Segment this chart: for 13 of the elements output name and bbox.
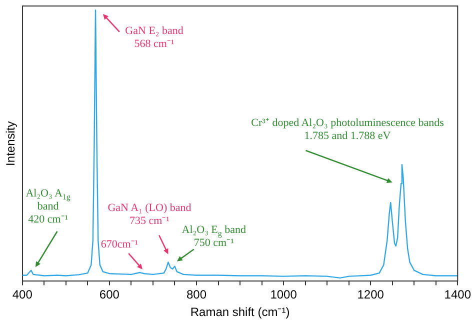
x-tick-label: 1000 [270, 288, 298, 302]
annotation: GaN E₂ band 568 cm⁻¹ [125, 24, 184, 51]
x-tick-label: 1400 [444, 288, 472, 302]
annotation: Cr³⁺ doped Al₂O₃ photoluminescence bands 1.785 and 1.788 eV [251, 116, 444, 143]
annotation: 670cm⁻¹ [100, 238, 138, 252]
x-axis-title: Raman shift (cm⁻¹) [190, 305, 290, 320]
annotation: Al₂O₃ E$_{g}$ band 750 cm⁻¹ [182, 224, 246, 250]
annotation: Al₂O₃ A$_{1g}$ band 420 cm⁻¹ [26, 188, 70, 227]
y-axis-title: Intensity [4, 121, 18, 166]
x-tick-label: 800 [186, 288, 207, 302]
x-tick-label: 600 [99, 288, 120, 302]
x-tick-label: 400 [12, 288, 33, 302]
x-tick-label: 1200 [357, 288, 384, 302]
